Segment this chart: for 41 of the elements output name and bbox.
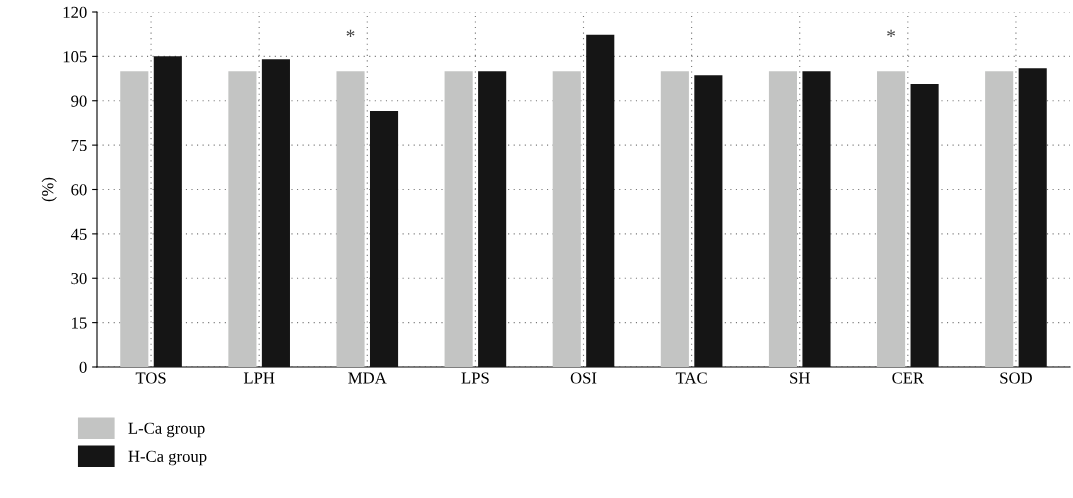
legend-label: H-Ca group <box>128 450 207 466</box>
bar <box>768 71 798 367</box>
legend-label: L-Ca group <box>128 422 205 438</box>
y-axis-title: (%) <box>41 177 57 202</box>
annotation: * <box>887 29 896 37</box>
x-tick-label: MDA <box>348 372 387 384</box>
bar <box>336 71 365 367</box>
y-tick-label: 60 <box>71 184 87 196</box>
x-tick-label: TOS <box>135 372 166 384</box>
x-tick-label: LPH <box>243 372 275 384</box>
bar <box>478 71 507 367</box>
bar <box>802 71 831 367</box>
bar <box>120 71 149 367</box>
bar <box>586 34 615 367</box>
y-tick-label: 45 <box>70 228 87 240</box>
bar <box>261 59 290 367</box>
bar <box>660 71 689 367</box>
bar <box>877 71 906 367</box>
x-tick-label: SH <box>790 372 810 384</box>
bar <box>444 71 473 367</box>
y-tick-label: 90 <box>71 95 87 107</box>
bar <box>228 71 257 367</box>
x-tick-label: OSI <box>570 372 597 384</box>
bar <box>1018 68 1047 367</box>
x-tick-label: LPS <box>461 372 489 384</box>
bar <box>694 75 723 367</box>
annotation: * <box>346 29 355 37</box>
x-tick-label: TAC <box>675 372 707 384</box>
x-tick-label: SOD <box>1000 372 1032 384</box>
y-tick-label: 30 <box>71 272 87 285</box>
y-tick-label: 120 <box>63 6 87 18</box>
bar <box>153 56 182 367</box>
y-tick-label: 75 <box>71 139 87 152</box>
x-tick-label: CER <box>892 372 925 384</box>
y-tick-label: 0 <box>79 361 87 373</box>
y-tick-label: 15 <box>72 317 87 329</box>
bar <box>552 71 581 367</box>
bar <box>910 83 939 367</box>
bar <box>985 71 1014 367</box>
bar <box>369 111 399 367</box>
y-tick-label: 105 <box>63 51 87 63</box>
